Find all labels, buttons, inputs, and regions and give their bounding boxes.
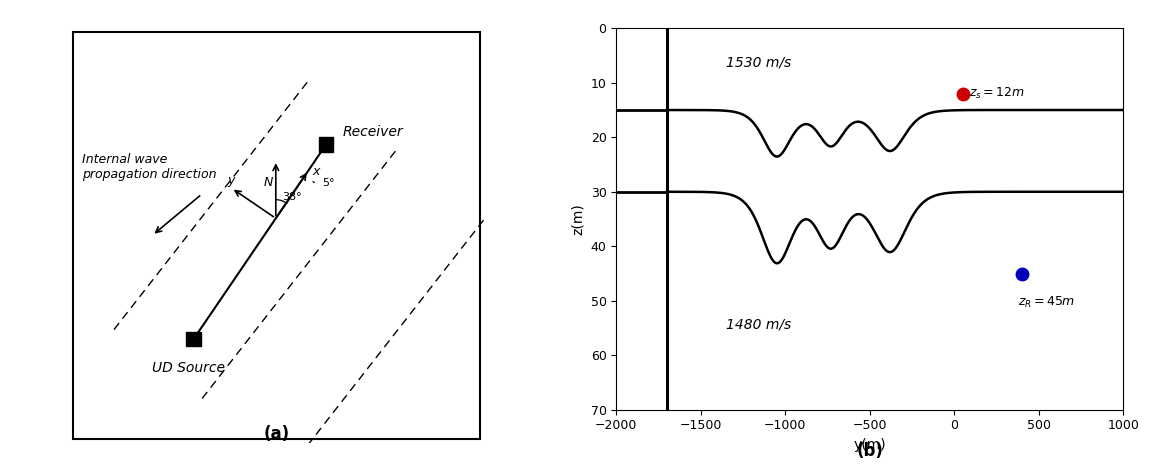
- Text: $z_R = 45m$: $z_R = 45m$: [1018, 295, 1076, 310]
- Bar: [319, 137, 333, 152]
- Text: (a): (a): [264, 424, 289, 443]
- Text: UD Source: UD Source: [152, 361, 225, 375]
- X-axis label: y(m): y(m): [854, 438, 886, 452]
- Text: 1480 m/s: 1480 m/s: [726, 317, 791, 331]
- Text: (b): (b): [856, 441, 884, 460]
- Text: Receiver: Receiver: [343, 125, 403, 139]
- Text: $z_s = 12m$: $z_s = 12m$: [969, 86, 1024, 101]
- Text: 38°: 38°: [282, 192, 302, 202]
- Text: 1530 m/s: 1530 m/s: [726, 56, 791, 69]
- Text: x: x: [312, 164, 320, 178]
- Text: Internal wave
propagation direction: Internal wave propagation direction: [82, 153, 217, 180]
- Text: N: N: [264, 177, 273, 189]
- Bar: [187, 332, 200, 346]
- Text: y: y: [227, 174, 235, 187]
- Y-axis label: z(m): z(m): [571, 203, 585, 235]
- Text: 5°: 5°: [323, 178, 334, 188]
